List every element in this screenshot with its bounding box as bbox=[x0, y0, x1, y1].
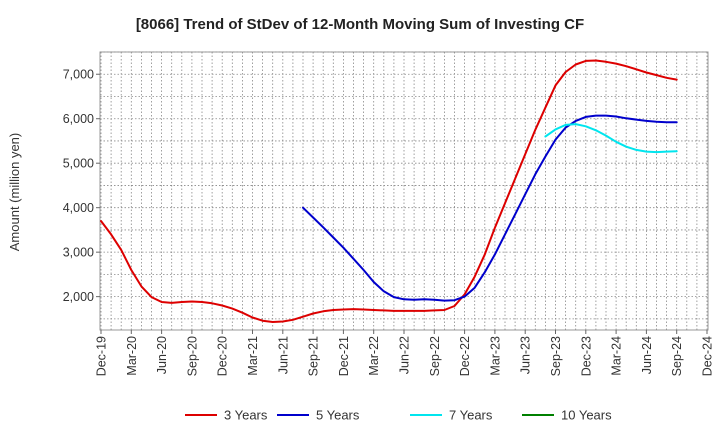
axis-layer: 2,000 3,000 4,000 5,000 6,000 7,000 Dec-19 Mar-… bbox=[63, 68, 715, 377]
y-tick-label: 3,000 bbox=[63, 246, 94, 260]
y-axis-title: Amount (million yen) bbox=[7, 133, 22, 252]
y-tick-label: 5,000 bbox=[63, 157, 94, 171]
x-tick-label: Mar-20 bbox=[125, 336, 139, 376]
y-tick-label: 2,000 bbox=[63, 290, 94, 304]
y-tick-label: 4,000 bbox=[63, 201, 94, 215]
series-line-3-years bbox=[100, 59, 678, 323]
x-tick-label: Dec-21 bbox=[337, 336, 351, 376]
x-tick-label: Mar-21 bbox=[246, 336, 260, 376]
series-layer bbox=[100, 59, 678, 323]
grid-layer bbox=[99, 51, 709, 331]
legend-label: 3 Years bbox=[224, 408, 268, 423]
x-tick-label: Jun-24 bbox=[640, 336, 654, 374]
x-tick-label: Dec-20 bbox=[216, 336, 230, 376]
x-tick-label: Mar-22 bbox=[367, 336, 381, 376]
x-tick-label: Jun-21 bbox=[276, 336, 290, 374]
plot-area bbox=[99, 51, 709, 331]
legend-label: 7 Years bbox=[449, 408, 493, 423]
x-tick-label: Mar-24 bbox=[610, 336, 624, 376]
x-tick-label: Dec-23 bbox=[579, 336, 593, 376]
x-tick-label: Dec-22 bbox=[458, 336, 472, 376]
x-tick-label: Sep-24 bbox=[670, 336, 684, 376]
chart-title: [8066] Trend of StDev of 12-Month Moving… bbox=[136, 16, 584, 33]
legend: 3 Years 5 Years 7 Years 10 Years bbox=[185, 408, 612, 423]
x-tick-label: Sep-22 bbox=[428, 336, 442, 376]
x-tick-label: Sep-20 bbox=[185, 336, 199, 376]
legend-label: 10 Years bbox=[561, 408, 612, 423]
x-tick-label: Sep-21 bbox=[307, 336, 321, 376]
series-line-5-years bbox=[302, 114, 678, 302]
x-tick-label: Sep-23 bbox=[549, 336, 563, 376]
x-tick-label: Dec-19 bbox=[95, 336, 109, 376]
x-tick-label: Jun-23 bbox=[519, 336, 533, 374]
x-tick-label: Jun-20 bbox=[155, 336, 169, 374]
legend-label: 5 Years bbox=[316, 408, 360, 423]
y-tick-label: 7,000 bbox=[63, 68, 94, 82]
x-tick-label: Jun-22 bbox=[398, 336, 412, 374]
x-tick-label: Dec-24 bbox=[701, 336, 715, 376]
series-line-7-years bbox=[544, 123, 678, 154]
y-tick-label: 6,000 bbox=[63, 112, 94, 126]
x-tick-label: Mar-23 bbox=[488, 336, 502, 376]
